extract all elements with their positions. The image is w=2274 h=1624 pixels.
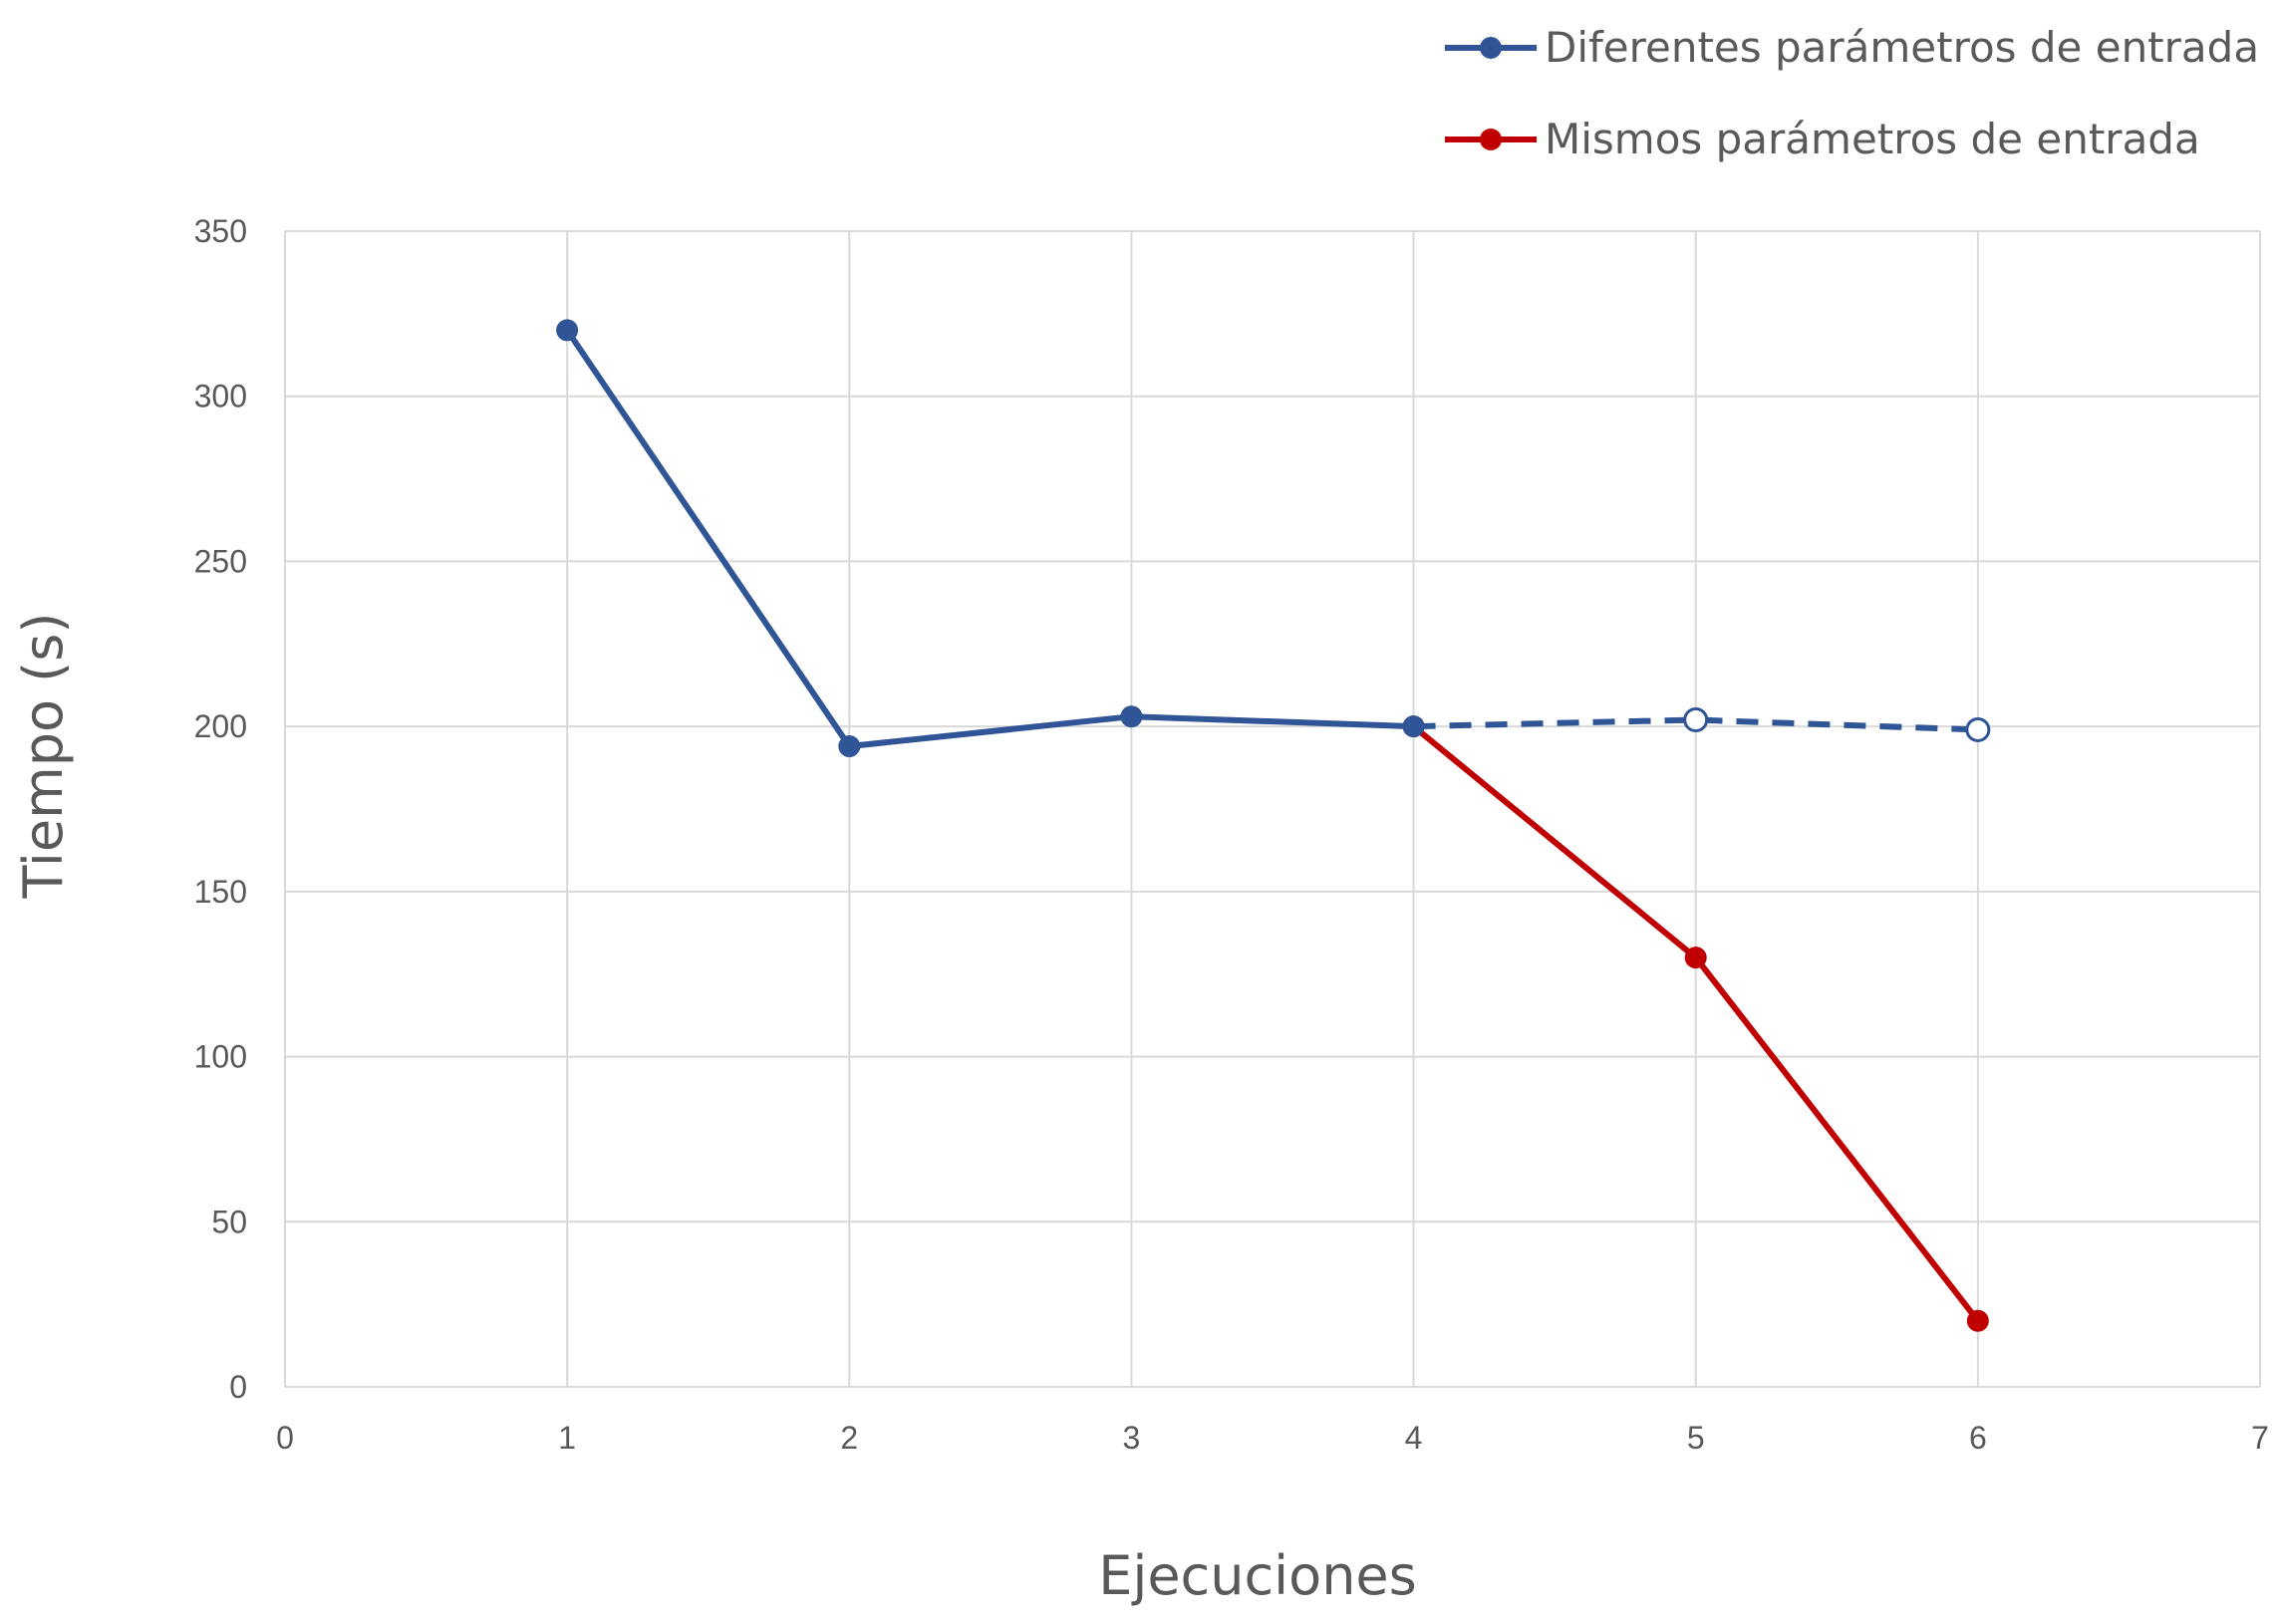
y-tick-label: 300	[194, 379, 247, 414]
grid-lines	[284, 230, 2261, 1388]
y-tick-label: 250	[194, 543, 247, 579]
series-0-point	[1402, 715, 1425, 738]
x-axis-ticks: 0 1 2 3 4 5 6 7	[276, 1420, 2269, 1456]
legend-item-diferentes: Diferentes parámetros de entrada	[1445, 23, 2259, 72]
series-0-point	[1120, 705, 1143, 728]
legend-marker-diferentes	[1480, 37, 1502, 59]
x-tick-label: 6	[1969, 1420, 1987, 1456]
x-tick-label: 5	[1687, 1420, 1705, 1456]
series-0-point	[556, 319, 579, 342]
series-0-projected-point	[1965, 716, 1991, 742]
legend: Diferentes parámetros de entrada Mismos …	[1445, 23, 2259, 163]
x-tick-label: 1	[558, 1420, 576, 1456]
series-1-point	[1966, 1309, 1989, 1332]
x-tick-label: 3	[1123, 1420, 1141, 1456]
series-0-line	[564, 328, 1414, 750]
series-0-projected-line	[1413, 716, 1978, 733]
y-tick-label: 200	[194, 708, 247, 744]
legend-label-mismos: Mismos parámetros de entrada	[1545, 115, 2200, 163]
series-group	[556, 319, 1991, 1332]
x-tick-label: 7	[2251, 1420, 2269, 1456]
legend-marker-mismos	[1480, 129, 1502, 150]
legend-label-diferentes: Diferentes parámetros de entrada	[1545, 23, 2259, 72]
series-0	[556, 319, 1991, 758]
y-tick-label: 150	[194, 874, 247, 910]
y-axis-ticks: 0 50 100 150 200 250 300 350	[194, 213, 247, 1405]
x-tick-label: 2	[840, 1420, 858, 1456]
y-axis-title: Tiempo (s)	[12, 613, 75, 900]
series-0-point	[838, 735, 861, 758]
y-tick-label: 50	[211, 1204, 247, 1239]
legend-item-mismos: Mismos parámetros de entrada	[1445, 115, 2200, 163]
series-1-point	[1684, 947, 1707, 969]
y-tick-label: 350	[194, 213, 247, 249]
series-0-projected-point	[1683, 707, 1709, 733]
x-tick-label: 4	[1405, 1420, 1423, 1456]
y-tick-label: 0	[229, 1369, 247, 1405]
x-tick-label: 0	[276, 1420, 294, 1456]
y-tick-label: 100	[194, 1039, 247, 1075]
x-axis-title: Ejecuciones	[1098, 1544, 1417, 1607]
